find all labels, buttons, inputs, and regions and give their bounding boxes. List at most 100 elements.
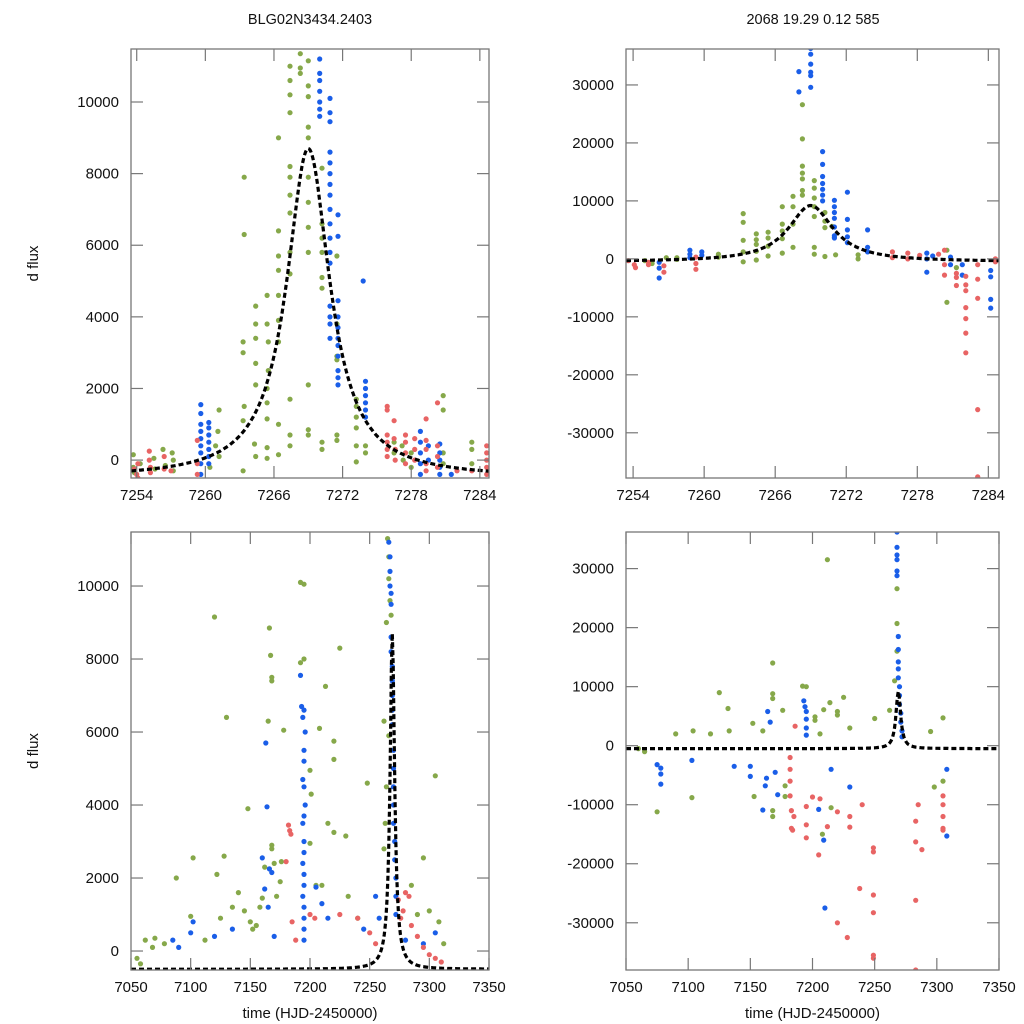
- data-point-green: [229, 904, 235, 910]
- data-point-blue: [387, 554, 393, 560]
- data-point-green: [281, 727, 287, 733]
- data-point-red: [391, 418, 397, 424]
- data-point-red: [484, 443, 489, 449]
- data-point-blue: [325, 915, 331, 921]
- data-point-green: [751, 793, 757, 800]
- data-point-green: [440, 393, 446, 399]
- data-point-green: [765, 229, 771, 235]
- data-point-green: [780, 707, 786, 713]
- data-point-blue: [361, 926, 367, 932]
- data-point-blue: [895, 675, 901, 681]
- data-point-green: [247, 919, 253, 925]
- data-point-blue: [654, 762, 660, 768]
- x-tick-label: 7200: [293, 979, 326, 996]
- data-point-green: [240, 468, 246, 474]
- x-tick-label: 7150: [234, 979, 267, 996]
- data-point-red: [963, 330, 969, 336]
- data-point-blue: [417, 439, 423, 445]
- data-point-green: [265, 718, 271, 724]
- data-point-red: [787, 793, 793, 799]
- data-point-blue: [947, 262, 954, 268]
- data-point-red: [384, 446, 390, 452]
- data-point-green: [305, 124, 311, 130]
- data-point-blue: [190, 919, 196, 925]
- data-point-red: [312, 915, 318, 921]
- y-tick-label: -20000: [567, 856, 614, 873]
- data-point-green: [253, 303, 259, 309]
- x-tick-label: 7250: [353, 979, 386, 996]
- data-point-green: [211, 614, 218, 620]
- data-point-green: [469, 446, 475, 452]
- data-point-green: [301, 581, 307, 587]
- data-point-red: [940, 802, 946, 808]
- y-tick-label: 10000: [572, 193, 614, 210]
- data-point-green: [215, 428, 221, 434]
- data-point-blue: [313, 884, 319, 890]
- data-point-green: [275, 292, 282, 298]
- data-point-green: [760, 728, 766, 734]
- data-point-green: [799, 136, 806, 142]
- data-point-green: [305, 83, 311, 89]
- data-point-blue: [390, 765, 397, 772]
- data-point-red: [384, 439, 390, 445]
- data-point-blue: [317, 56, 323, 62]
- data-point-green: [301, 656, 307, 662]
- data-point-blue: [373, 893, 379, 899]
- plot-frame: [625, 48, 1000, 479]
- data-point-green: [257, 904, 263, 910]
- data-point-blue: [301, 707, 307, 713]
- data-point-green: [799, 102, 806, 108]
- data-point-blue: [317, 99, 323, 105]
- data-point-blue: [658, 771, 664, 777]
- data-point-red: [913, 839, 919, 845]
- x-tick-label: 7350: [982, 979, 1015, 996]
- data-point-green: [334, 437, 340, 443]
- data-point-blue: [448, 471, 454, 477]
- data-point-red: [693, 260, 699, 267]
- data-point-blue: [206, 419, 212, 426]
- data-point-blue: [327, 160, 333, 166]
- data-point-green: [790, 244, 796, 250]
- data-point-blue: [198, 450, 204, 456]
- data-point-red: [438, 959, 444, 965]
- data-point-blue: [417, 471, 423, 477]
- data-point-blue: [327, 321, 333, 327]
- data-point-blue: [822, 905, 828, 911]
- data-point-red: [889, 249, 896, 255]
- data-point-green: [264, 400, 270, 406]
- fit-curve: [131, 146, 489, 473]
- data-point-green: [426, 908, 432, 914]
- data-point-green: [353, 425, 359, 431]
- data-point-green: [872, 715, 878, 722]
- data-point-blue: [831, 235, 838, 241]
- data-point-green: [253, 922, 259, 929]
- data-point-blue: [895, 666, 901, 672]
- data-point-green: [253, 335, 259, 341]
- data-point-green: [855, 256, 861, 262]
- data-point-blue: [820, 198, 826, 204]
- data-point-green: [170, 457, 176, 463]
- title-left: BLG02N3434.2403: [248, 12, 372, 28]
- data-point-green: [436, 919, 442, 925]
- data-point-blue: [762, 783, 768, 789]
- series-blue: [654, 532, 950, 911]
- data-point-blue: [803, 725, 809, 731]
- data-point-blue: [362, 400, 369, 406]
- data-point-blue: [301, 849, 307, 856]
- data-point-green: [817, 731, 823, 737]
- data-point-green: [673, 731, 679, 737]
- data-point-green: [287, 77, 293, 84]
- data-point-red: [384, 407, 390, 413]
- data-point-green: [469, 461, 475, 467]
- data-point-green: [822, 253, 828, 260]
- data-point-red: [484, 471, 489, 477]
- data-point-green: [241, 231, 247, 238]
- data-point-red: [434, 453, 441, 460]
- data-point-green: [811, 213, 817, 220]
- data-point-blue: [894, 544, 900, 550]
- data-point-red: [803, 822, 809, 828]
- y-tick-label: 0: [606, 251, 614, 268]
- data-point-green: [319, 439, 325, 445]
- data-point-red: [337, 911, 343, 918]
- data-point-green: [847, 725, 853, 731]
